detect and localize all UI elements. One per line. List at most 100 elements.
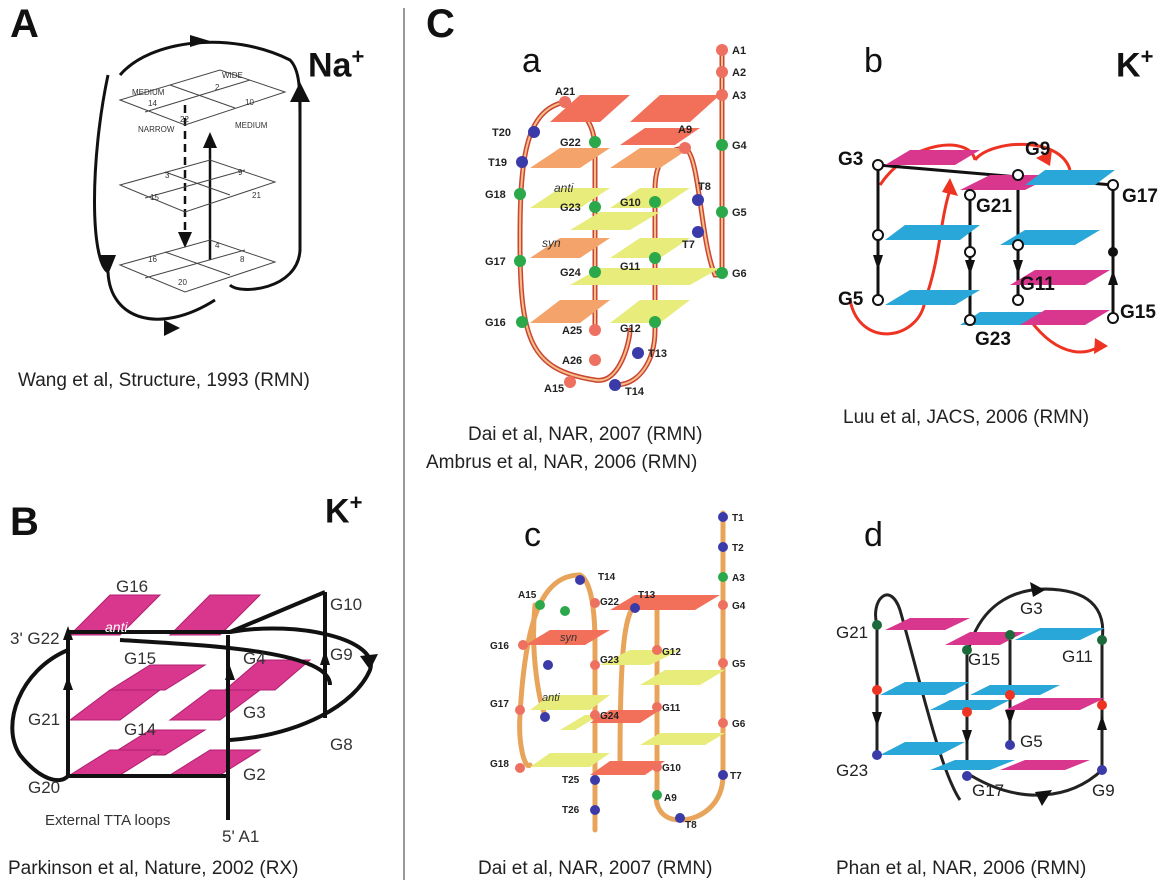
residue-label: 14 [148, 99, 157, 108]
residue-label: T26 [562, 805, 580, 816]
tetrad-plate [223, 659, 312, 691]
residue-label: G18 [490, 759, 509, 770]
groove-label: WIDE [222, 71, 243, 80]
panel-cd-diagram: G3 G21 G15 G11 G5 G23 G17 G9 [836, 582, 1115, 806]
panel-cc-letter: c [524, 516, 541, 554]
panel-cb-ion: K+ [1116, 44, 1154, 85]
residue-label: G9 [1092, 781, 1115, 800]
syn-label: syn [542, 236, 561, 250]
residue-label: T7 [730, 771, 742, 782]
panel-ca-letter: a [522, 42, 541, 80]
residue-label: G4 [243, 649, 266, 668]
panel-cb-letter: b [864, 42, 883, 80]
residue-label: 10 [245, 98, 254, 107]
panel-a-ion: Na+ [308, 44, 365, 85]
residue-label: T19 [488, 157, 507, 169]
tetrad-plate [108, 664, 207, 691]
tetrad-plate [168, 594, 262, 636]
residue-label: G11 [1020, 274, 1055, 295]
residue-label: G11 [1062, 647, 1093, 666]
residue-label: G17 [972, 781, 1004, 800]
residue-label: G4 [732, 601, 746, 612]
residue-label: 3' G22 [10, 629, 60, 648]
residue-label: G23 [836, 761, 868, 780]
panel-b-ion: K+ [325, 490, 363, 531]
panel-b-citation: Parkinson et al, Nature, 2002 (RX) [8, 858, 299, 879]
residue-label: T13 [648, 348, 667, 360]
arrow-head [203, 132, 217, 148]
residue-label: G3 [838, 149, 863, 170]
panel-b-diagram: G16 G10 3' G22 G15 G4 G9 G21 G14 G3 G8 G… [10, 577, 378, 846]
residue-label: 5' A1 [222, 827, 259, 846]
residue-label: T13 [638, 590, 656, 601]
residue-label: A2 [732, 67, 746, 79]
residue-label: G23 [600, 655, 619, 666]
residue-label: G16 [116, 577, 148, 596]
residue-label: T14 [598, 572, 616, 583]
residue-label: G12 [662, 647, 681, 658]
residue-label: A3 [732, 90, 746, 102]
tetrad-plate [68, 594, 162, 636]
residue-label: G9 [330, 645, 353, 664]
residue-label: G22 [560, 137, 581, 149]
residue-label: A1 [732, 45, 746, 57]
panel-a-letter: A [10, 2, 39, 46]
panel-ca-citation-2: Ambrus et al, NAR, 2006 (RMN) [426, 452, 698, 473]
residue-label: A3 [732, 573, 745, 584]
residue-label: 4 [215, 241, 220, 250]
panel-cc-diagram: T1 T2 A3 T14 A15 T13 G22 G4 G16 G23 G12 … [490, 510, 746, 833]
residue-label: 16 [148, 255, 157, 264]
residue-label: G20 [28, 778, 60, 797]
anti-label: anti [554, 181, 574, 195]
residue-label: T8 [685, 820, 697, 831]
residue-label: G10 [620, 197, 641, 209]
residue-label: G11 [620, 261, 640, 273]
residue-label: G11 [662, 703, 681, 714]
groove-label: MEDIUM [235, 121, 268, 130]
tetrad-plate [68, 749, 162, 776]
anti-label: anti [542, 692, 560, 704]
residue-label: 22 [180, 115, 189, 124]
residue-label: G3 [1020, 599, 1043, 618]
residue-label: G23 [975, 329, 1011, 350]
residue-label: G2 [243, 765, 266, 784]
residue-label: 20 [178, 278, 187, 287]
residue-label: G15 [124, 649, 156, 668]
residue-label: A26 [562, 355, 582, 367]
residue-label: T20 [492, 127, 511, 139]
arrow-head [190, 35, 210, 47]
loop-path [93, 74, 110, 274]
residue-label: G5 [732, 659, 746, 670]
residue-label: T1 [732, 513, 744, 524]
residue-label: G9 [1025, 139, 1050, 160]
residue-label: G5 [1020, 732, 1043, 751]
residue-label: G24 [600, 711, 619, 722]
residue-label: T8 [698, 181, 711, 193]
loop-path [106, 271, 216, 321]
residue-label: G17 [1122, 186, 1158, 207]
syn-label: syn [560, 632, 577, 644]
panel-cc-citation: Dai et al, NAR, 2007 (RMN) [478, 858, 713, 879]
arrow-head [164, 320, 180, 336]
residue-label: G18 [485, 189, 506, 201]
residue-label: A15 [518, 590, 537, 601]
groove-label: MEDIUM [132, 88, 165, 97]
arrow-head [100, 255, 116, 275]
residue-label: 2 [215, 83, 220, 92]
panel-divider [403, 8, 405, 880]
loop-path [118, 40, 302, 121]
residue-label: G16 [490, 641, 509, 652]
panel-cd-citation: Phan et al, NAR, 2006 (RMN) [836, 858, 1087, 879]
residue-label: G10 [662, 763, 681, 774]
residue-label: G6 [732, 268, 747, 280]
tetrad-plate [68, 689, 162, 721]
residue-label: G17 [485, 256, 506, 268]
residue-label: 8 [240, 255, 245, 264]
residue-label: 9 [238, 168, 243, 177]
residue-label: A9 [678, 124, 692, 136]
panel-b-letter: B [10, 500, 39, 544]
panel-ca-diagram: A1 A2 A3 A21 T20 G22 A9 G4 T19 G18 G23 G… [485, 44, 748, 398]
residue-label: G15 [1120, 302, 1156, 323]
residue-label: G10 [330, 595, 362, 614]
residue-label: G14 [124, 720, 156, 739]
